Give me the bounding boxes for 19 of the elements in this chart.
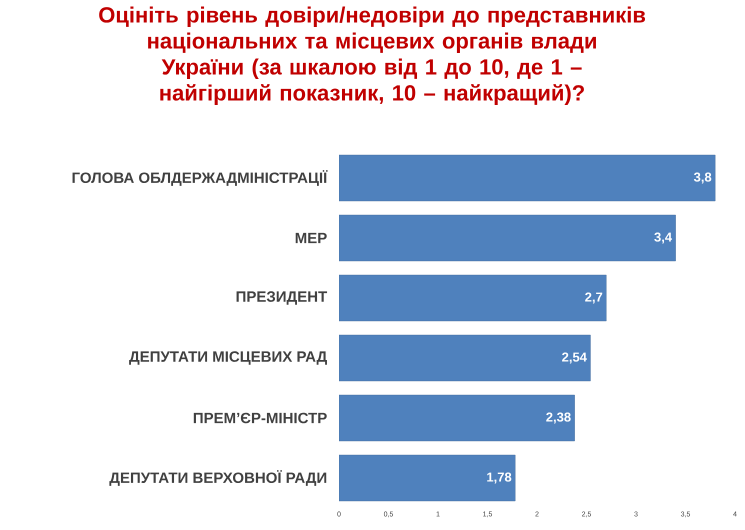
data-label: 2,38 [546, 412, 571, 424]
data-label: 3,4 [654, 232, 672, 244]
y-tick-label: ПРЕЗИДЕНТ [236, 291, 328, 305]
bar [339, 394, 575, 442]
bar [339, 334, 591, 382]
bar [339, 454, 516, 502]
data-label: 1,78 [487, 472, 512, 484]
data-label: 2,7 [585, 292, 602, 304]
y-tick-label: ГОЛОВА ОБЛДЕРЖАДМІНІСТРАЦІЇ [72, 170, 328, 186]
y-tick-label: МЕР [296, 232, 327, 244]
data-label: 3,8 [694, 172, 712, 184]
data-label: 2,54 [562, 352, 587, 364]
chart-title: Оцініть рівень довіри/недовіри до представників національних та місцевих органів влади України (за шкалою від 1 до 10, де 1 – найгірший показник, 10 – найкращий)? [99, 6, 646, 106]
y-tick-label: ДЕПУТАТИ МІСЦЕВИХ РАД [129, 351, 327, 365]
bar [339, 154, 716, 202]
y-tick-label: ДЕПУТАТИ ВЕРХОВНОЇ РАДИ [109, 470, 326, 486]
y-tick-label: ПРЕМ’ЄР-МІНІСТР [194, 412, 327, 424]
bar [339, 214, 676, 262]
bar [339, 274, 606, 322]
